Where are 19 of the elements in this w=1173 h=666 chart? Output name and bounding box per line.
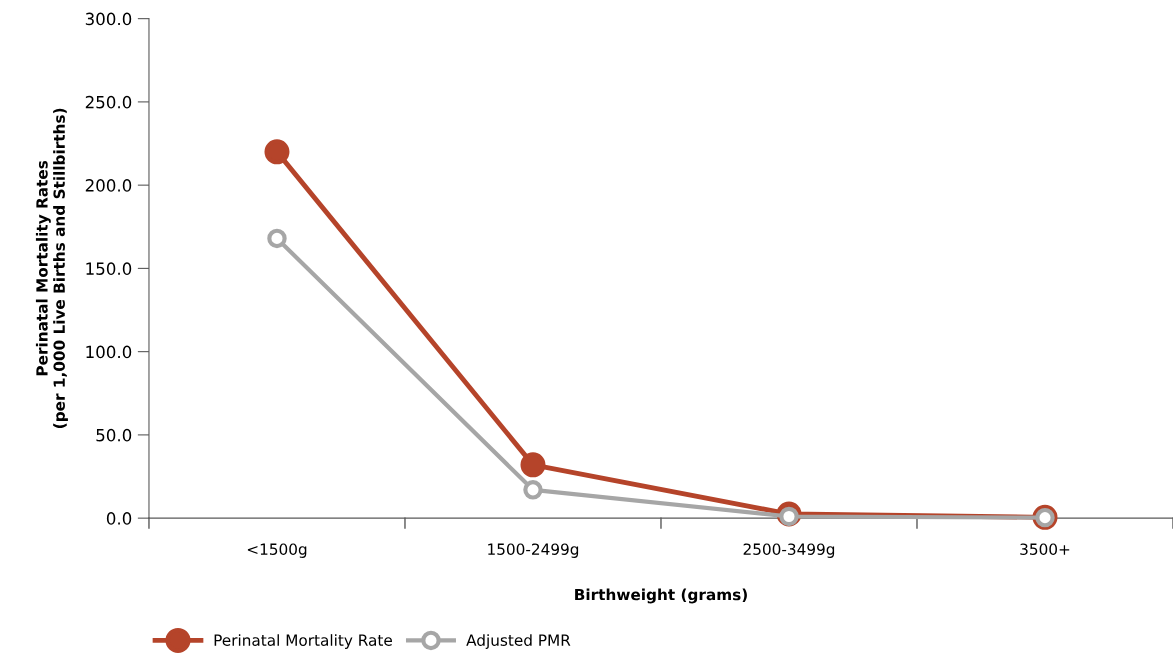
- y-tick-label: 100.0: [86, 345, 132, 359]
- x-axis-title: Birthweight (grams): [575, 588, 747, 604]
- y-tick-label: 300.0: [85, 12, 132, 26]
- y-tick-label: 200.0: [85, 179, 132, 192]
- y-tick-label: 50.0: [96, 428, 132, 442]
- x-tick-label: 2500-3499g: [743, 543, 835, 558]
- legend-label: Adjusted PMR: [466, 634, 571, 649]
- legend-label: Perinatal Mortality Rate: [214, 634, 392, 649]
- y-tick-label: 0.0: [106, 512, 132, 525]
- y-axis-title: Perinatal Mortality Rates (per 1,000 Live Births and Stillbirths): [35, 108, 68, 428]
- y-tick-label: 250.0: [85, 95, 132, 109]
- point: [267, 228, 287, 249]
- point: [523, 480, 543, 500]
- y-tick-label: 150.0: [86, 262, 132, 275]
- x-tick-label: 1500-2499g: [488, 543, 579, 558]
- point: [520, 452, 546, 478]
- point: [264, 139, 290, 165]
- x-tick-label: <1500g: [247, 543, 307, 558]
- x-tick-label: 3500+: [1020, 543, 1070, 555]
